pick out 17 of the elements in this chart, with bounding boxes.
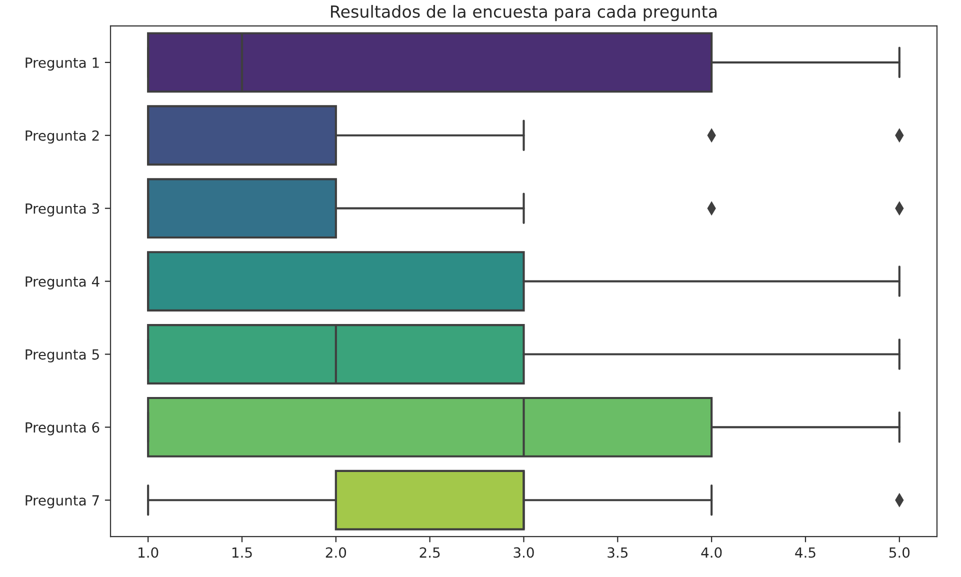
- y-tick-label: Pregunta 7: [26, 495, 99, 508]
- x-tick-label: 1.5: [232, 547, 252, 558]
- y-tick-label: Pregunta 2: [26, 130, 99, 144]
- x-tick-label: 3.0: [514, 547, 534, 558]
- y-tick-label: Pregunta 1: [26, 58, 99, 71]
- x-tick-label: 1.0: [138, 547, 158, 558]
- x-tick-label: 4.0: [701, 547, 722, 558]
- x-tick-label: 4.5: [795, 547, 816, 558]
- x-tick-label: 5.0: [889, 547, 910, 558]
- y-tick-label: Pregunta 5: [26, 349, 99, 362]
- x-tick-label: 2.5: [420, 547, 440, 558]
- chart-title: Resultados de la encuesta para cada pregunta: [331, 4, 717, 22]
- x-tick-label: 2.0: [326, 547, 346, 558]
- y-tick-label: Pregunta 3: [26, 203, 99, 217]
- x-tick-label: 3.5: [608, 547, 628, 558]
- y-tick-label: Pregunta 6: [26, 422, 100, 436]
- y-tick-label: Pregunta 4: [26, 276, 100, 290]
